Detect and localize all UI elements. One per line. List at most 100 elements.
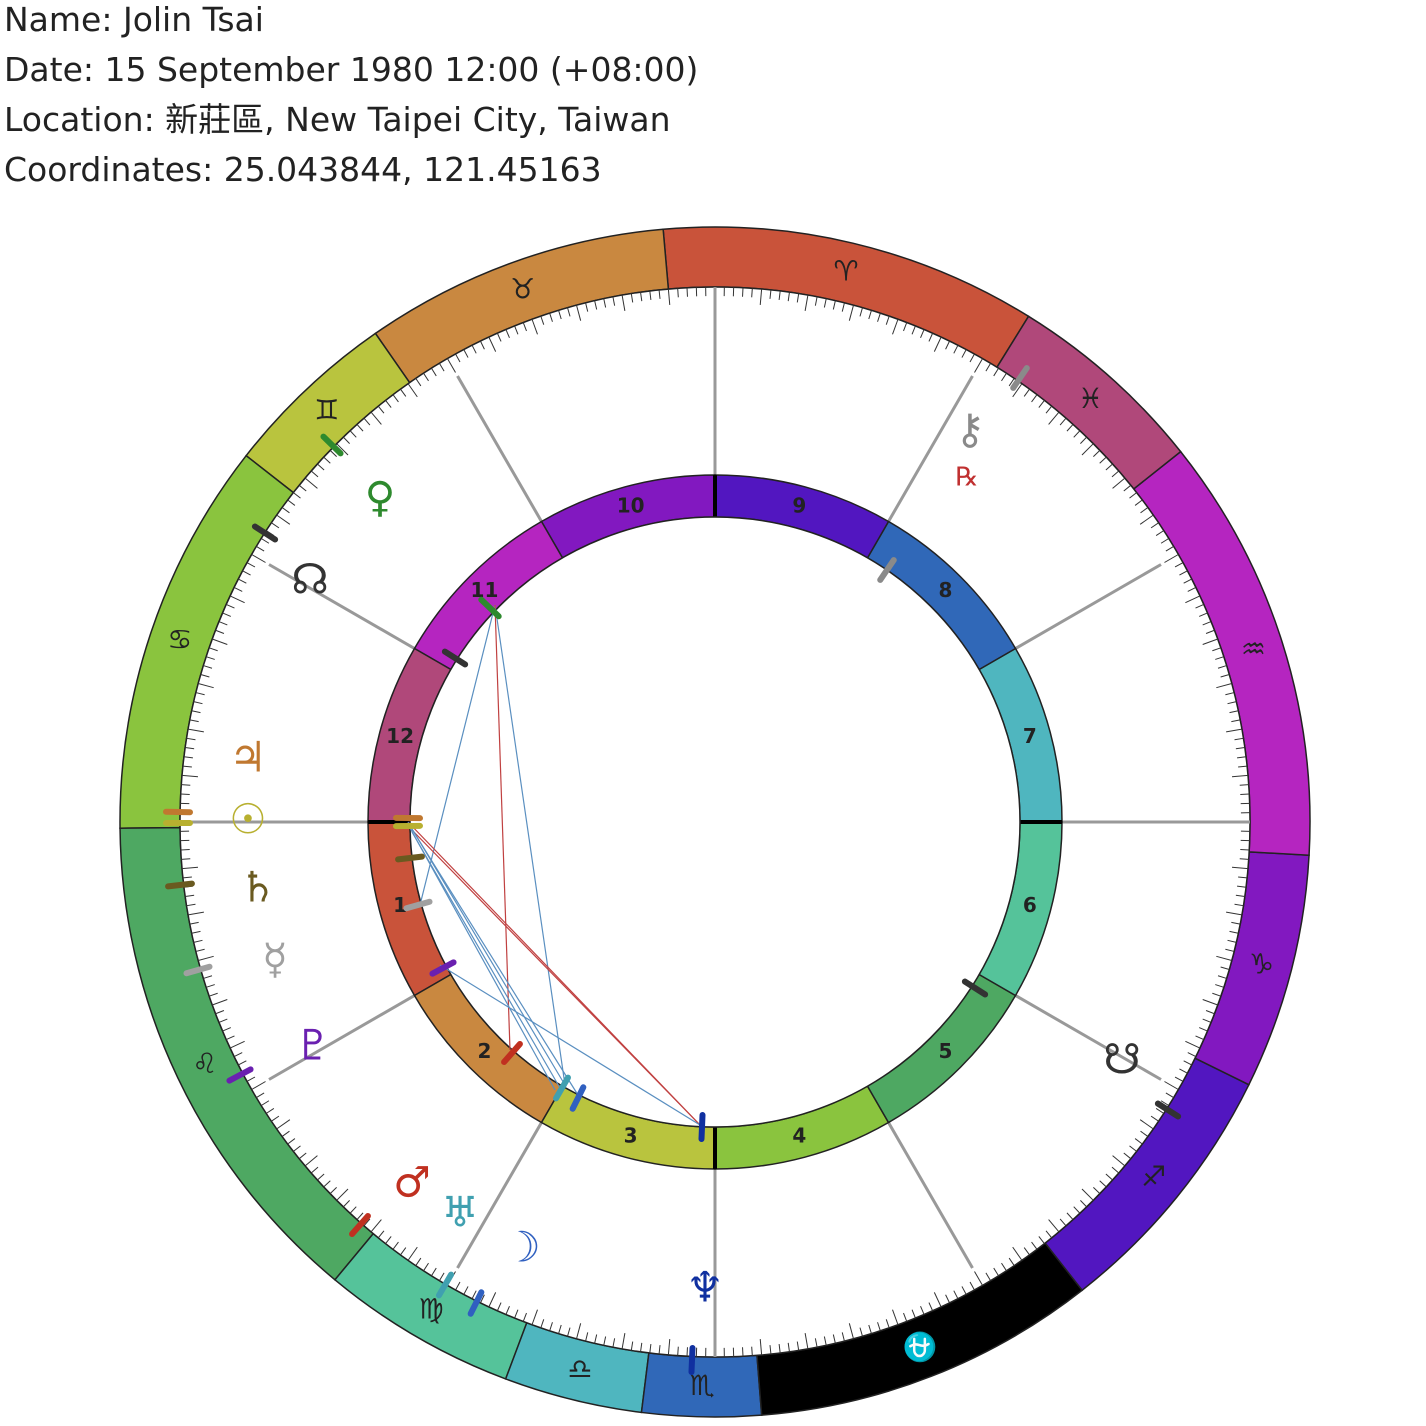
degree-tick (188, 911, 204, 916)
degree-tick (1001, 1262, 1007, 1271)
degree-tick (911, 1309, 916, 1319)
degree-tick (859, 1327, 863, 1337)
degree-tick (226, 1035, 235, 1041)
degree-tick (191, 930, 201, 934)
degree-tick (385, 400, 392, 408)
planet-marker (501, 1040, 523, 1066)
degree-tick (251, 554, 266, 563)
degree-tick (203, 975, 213, 979)
degree-tick (188, 728, 204, 733)
degree-tick (287, 499, 296, 506)
aspect-line (411, 829, 701, 1126)
degree-tick (342, 436, 350, 444)
degree-tick (281, 1130, 290, 1137)
degree-tick (787, 1342, 790, 1352)
degree-tick (630, 1341, 634, 1351)
degree-tick (751, 288, 753, 298)
degree-tick (455, 353, 461, 363)
degree-tick (363, 417, 371, 426)
degree-tick (903, 1312, 908, 1322)
degree-tick (1202, 999, 1218, 1006)
degree-tick (1226, 728, 1242, 733)
degree-tick (804, 295, 809, 311)
aspect-line (409, 825, 579, 1096)
degree-tick (471, 1290, 477, 1299)
degree-tick (974, 358, 983, 373)
degree-tick (189, 719, 199, 723)
degree-tick (594, 300, 598, 310)
degree-tick (1164, 1081, 1179, 1090)
degree-tick (198, 683, 214, 689)
degree-tick (558, 310, 562, 320)
inner-circle (409, 516, 1021, 1128)
degree-tick (298, 1152, 307, 1160)
degree-tick (1031, 1241, 1038, 1250)
planet-marker (961, 978, 989, 998)
degree-tick (778, 290, 781, 300)
degree-tick (1231, 774, 1249, 778)
degree-tick (400, 388, 407, 397)
planet-marker (553, 1074, 571, 1102)
degree-tick (186, 903, 196, 907)
zodiac-glyph: ♌ (192, 1047, 217, 1080)
degree-tick (200, 674, 210, 678)
degree-tick (677, 1346, 679, 1356)
planet-marker (1154, 1100, 1182, 1120)
degree-tick (658, 1345, 661, 1355)
degree-tick (1235, 747, 1245, 750)
degree-tick (1202, 638, 1218, 645)
degree-tick (505, 1305, 510, 1315)
degree-tick (1215, 656, 1224, 660)
degree-tick (1134, 499, 1143, 506)
degree-tick (447, 358, 456, 373)
degree-tick (480, 1294, 485, 1304)
degree-tick (1165, 1092, 1174, 1098)
planet-glyph: ⚷ (955, 405, 986, 454)
house-number: 5 (939, 1039, 953, 1063)
zodiac-glyph: ♎ (567, 1353, 592, 1386)
degree-tick (985, 363, 991, 372)
degree-tick (1129, 1145, 1137, 1152)
degree-tick (1048, 1219, 1060, 1233)
aspect-line (494, 604, 511, 1051)
degree-tick (1205, 1010, 1215, 1015)
degree-tick (877, 313, 881, 322)
house-number: 4 (792, 1123, 806, 1147)
degree-tick (993, 1267, 999, 1276)
planet-glyph: ♇ (294, 1021, 332, 1070)
degree-tick (415, 378, 422, 387)
degree-tick (585, 302, 589, 312)
degree-tick (540, 1319, 545, 1329)
zodiac-glyph: ♑ (1249, 947, 1274, 980)
degree-tick (961, 349, 967, 358)
house-number: 10 (617, 494, 645, 518)
degree-tick (1140, 1130, 1149, 1137)
degree-tick (317, 463, 325, 471)
degree-tick (261, 538, 270, 544)
degree-tick (1235, 894, 1245, 897)
zodiac-glyph: ♐ (1141, 1160, 1166, 1193)
degree-tick (953, 345, 959, 354)
degree-tick (1150, 1115, 1159, 1122)
degree-tick (266, 1108, 275, 1114)
degree-tick (603, 298, 607, 308)
degree-tick (1183, 1060, 1192, 1066)
coordinates-line: Coordinates: 25.043844, 121.45163 (4, 150, 602, 189)
degree-tick (496, 333, 502, 342)
degree-tick (928, 1302, 934, 1311)
degree-tick (658, 289, 661, 299)
degree-tick (349, 430, 357, 438)
degree-tick (1212, 647, 1222, 652)
degree-tick (1081, 1188, 1094, 1201)
degree-tick (1093, 1187, 1101, 1195)
degree-tick (246, 562, 256, 568)
degree-tick (1215, 984, 1224, 988)
degree-tick (1129, 492, 1137, 499)
planet-glyph: ☉ (229, 795, 267, 844)
degree-tick (1099, 1180, 1107, 1188)
degree-tick (206, 656, 215, 660)
degree-tick (804, 1333, 809, 1349)
degree-tick (1185, 1040, 1201, 1049)
degree-tick (488, 1292, 497, 1308)
degree-tick (385, 1236, 392, 1244)
